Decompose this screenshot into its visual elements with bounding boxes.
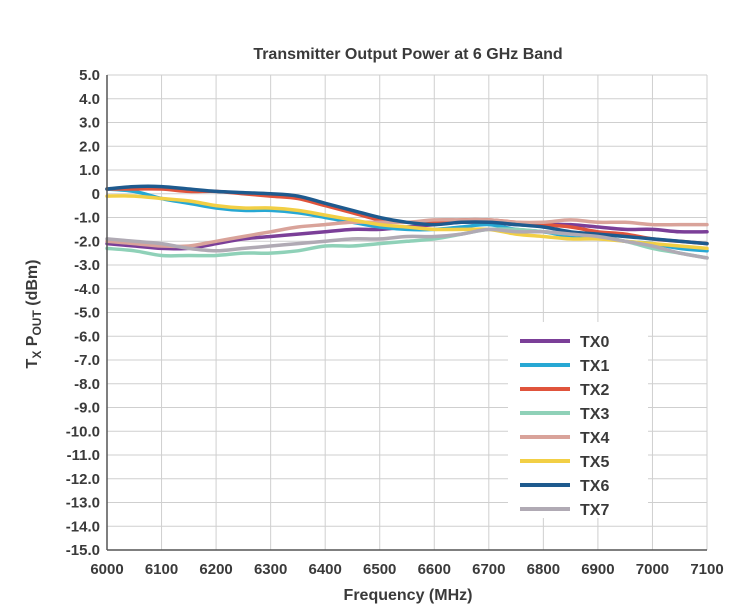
legend-label-tx3: TX3 bbox=[580, 406, 609, 423]
x-tick-label: 6500 bbox=[363, 561, 396, 578]
y-axis-label-sub2: OUT bbox=[30, 310, 44, 336]
y-tick-label: -2.0 bbox=[74, 233, 100, 250]
y-axis-label-tail: (dBm) bbox=[24, 260, 41, 311]
y-tick-label: -3.0 bbox=[74, 257, 100, 274]
series-line-tx6 bbox=[105, 184, 709, 246]
legend-label-tx1: TX1 bbox=[580, 358, 609, 375]
legend: TX0 TX1 TX2 TX3 TX4 TX5 TX6 TX7 bbox=[508, 322, 648, 519]
legend-label-tx2: TX2 bbox=[580, 382, 609, 399]
y-tick-label: -15.0 bbox=[66, 542, 100, 559]
y-axis-label-mid: P bbox=[24, 335, 41, 350]
legend-background bbox=[508, 322, 648, 518]
y-tick-label: -6.0 bbox=[74, 328, 100, 345]
y-tick-label: 4.0 bbox=[79, 91, 100, 108]
y-tick-label: -14.0 bbox=[66, 518, 100, 535]
y-tick-label: -8.0 bbox=[74, 376, 100, 393]
tick-labels: 6000 6100 6200 6300 6400 6500 6600 6700 6800 6900… bbox=[66, 67, 724, 578]
y-axis-label-main: T bbox=[24, 358, 41, 368]
x-tick-label: 6200 bbox=[199, 561, 232, 578]
y-axis-label: TX POUT (dBm) bbox=[24, 260, 44, 369]
y-tick-label: -11.0 bbox=[67, 447, 100, 464]
legend-label-tx6: TX6 bbox=[580, 478, 609, 495]
legend-label-tx4: TX4 bbox=[580, 430, 609, 447]
x-tick-label: 7000 bbox=[636, 561, 669, 578]
series-lines bbox=[105, 184, 709, 260]
x-tick-label: 6700 bbox=[472, 561, 505, 578]
y-tick-label: 3.0 bbox=[79, 115, 100, 132]
x-tick-label: 6900 bbox=[581, 561, 614, 578]
series-line-tx7 bbox=[105, 227, 709, 260]
y-tick-label: -1.0 bbox=[74, 210, 100, 227]
y-tick-label: -9.0 bbox=[74, 400, 100, 417]
x-tick-label: 7100 bbox=[690, 561, 723, 578]
legend-label-tx7: TX7 bbox=[580, 502, 609, 519]
axes bbox=[106, 75, 707, 551]
x-axis-label: Frequency (MHz) bbox=[344, 587, 473, 604]
chart-title: Transmitter Output Power at 6 GHz Band bbox=[253, 46, 562, 63]
y-tick-label: -7.0 bbox=[74, 352, 100, 369]
y-tick-label: -10.0 bbox=[66, 423, 100, 440]
x-tick-label: 6300 bbox=[254, 561, 287, 578]
y-axis-label-sub1: X bbox=[30, 351, 44, 359]
y-tick-label: 1.0 bbox=[79, 162, 100, 179]
y-tick-label: 2.0 bbox=[79, 138, 100, 155]
y-tick-label: 5.0 bbox=[79, 67, 100, 84]
x-tick-label: 6400 bbox=[308, 561, 341, 578]
legend-label-tx5: TX5 bbox=[580, 454, 609, 471]
x-tick-label: 6100 bbox=[145, 561, 178, 578]
y-tick-label: -4.0 bbox=[74, 281, 100, 298]
x-tick-label: 6800 bbox=[527, 561, 560, 578]
y-tick-label: -5.0 bbox=[74, 305, 100, 322]
x-tick-label: 6600 bbox=[418, 561, 451, 578]
x-tick-label: 6000 bbox=[90, 561, 123, 578]
legend-label-tx0: TX0 bbox=[580, 334, 609, 351]
y-tick-label: -13.0 bbox=[66, 495, 100, 512]
y-tick-label: 0 bbox=[92, 186, 100, 203]
y-tick-label: -12.0 bbox=[66, 471, 100, 488]
